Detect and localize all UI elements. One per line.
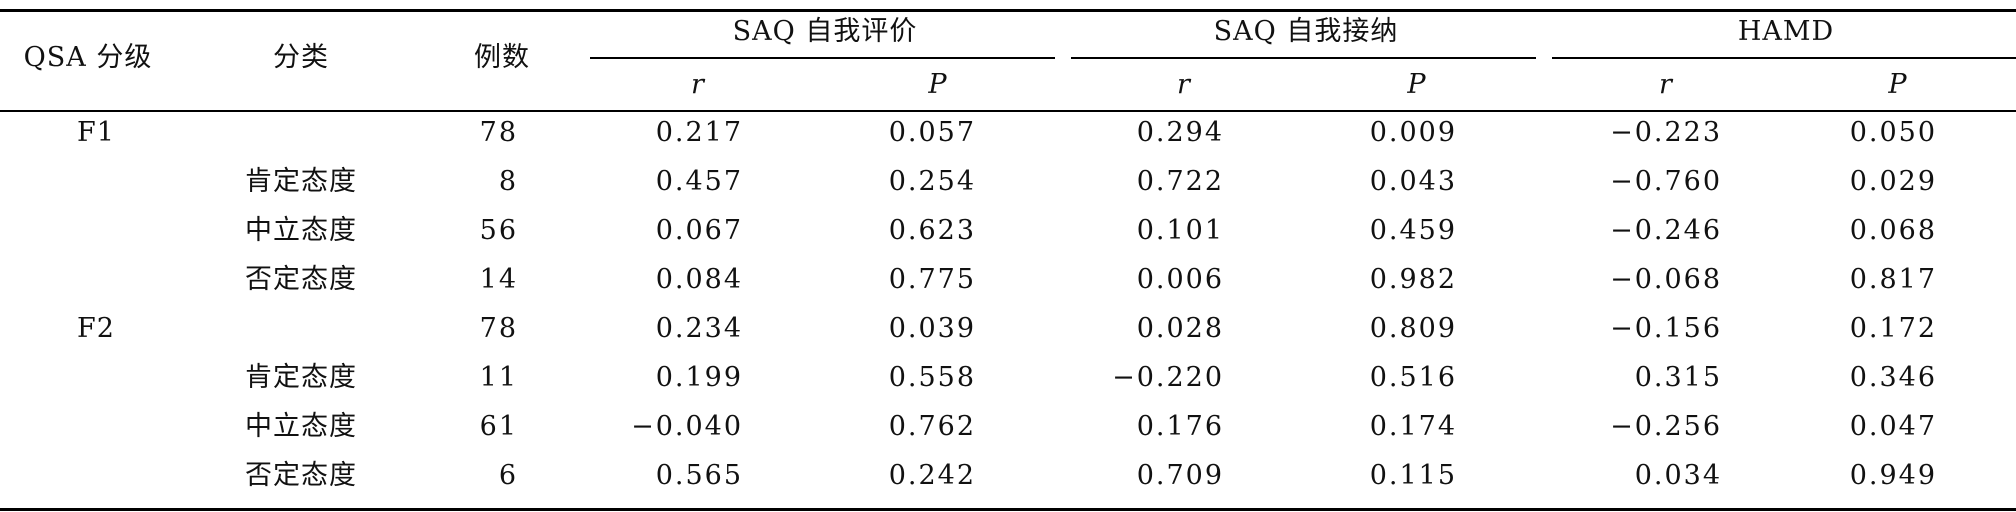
cell-count: 78: [479, 313, 518, 344]
cell-value: 0.457: [655, 166, 743, 197]
cell-value: 0.459: [1369, 215, 1457, 246]
header-class: 分类: [273, 42, 329, 73]
cell-class: 否定态度: [245, 460, 357, 491]
cell-value: −0.760: [1610, 166, 1722, 197]
subheader-p-2: P: [1407, 69, 1427, 100]
cell-count: 61: [479, 411, 518, 442]
cell-value: 0.516: [1369, 362, 1457, 393]
cell-value: 0.217: [655, 117, 743, 148]
cell-value: 0.009: [1369, 117, 1457, 148]
cell-value: 0.294: [1136, 117, 1224, 148]
cell-value: 0.809: [1369, 313, 1457, 344]
subheader-r-1: r: [691, 69, 705, 100]
cell-value: 0.034: [1634, 460, 1722, 491]
cell-grade: F2: [77, 313, 115, 344]
header-group-saq-self-acceptance: SAQ 自我接纳: [1213, 16, 1399, 47]
cell-count: 56: [479, 215, 518, 246]
cell-value: 0.254: [888, 166, 976, 197]
cell-value: 0.817: [1849, 264, 1937, 295]
cell-value: 0.762: [888, 411, 976, 442]
group-rule-saq-self-evaluation: [590, 57, 1055, 59]
cell-value: 0.623: [888, 215, 976, 246]
cell-value: 0.174: [1369, 411, 1457, 442]
cell-value: 0.068: [1849, 215, 1937, 246]
header-group-saq-self-evaluation: SAQ 自我评价: [732, 16, 918, 47]
cell-value: 0.775: [888, 264, 976, 295]
header-qsa-grade: QSA 分级: [23, 42, 153, 73]
cell-class: 中立态度: [245, 215, 357, 246]
header-group-hamd: HAMD: [1737, 16, 1835, 47]
cell-value: 0.101: [1136, 215, 1224, 246]
bottom-rule: [0, 508, 2016, 511]
cell-value: 0.057: [888, 117, 976, 148]
cell-value: 0.047: [1849, 411, 1937, 442]
cell-value: 0.115: [1369, 460, 1457, 491]
cell-value: 0.039: [888, 313, 976, 344]
subheader-p-1: P: [928, 69, 948, 100]
cell-value: 0.709: [1136, 460, 1224, 491]
cell-value: 0.346: [1849, 362, 1937, 393]
cell-value: 0.565: [655, 460, 743, 491]
cell-value: 0.006: [1136, 264, 1224, 295]
cell-value: 0.234: [655, 313, 743, 344]
subheader-r-3: r: [1659, 69, 1673, 100]
cell-value: 0.043: [1369, 166, 1457, 197]
cell-value: −0.246: [1610, 215, 1722, 246]
cell-value: 0.242: [888, 460, 976, 491]
cell-value: 0.176: [1136, 411, 1224, 442]
cell-count: 11: [479, 362, 518, 393]
cell-class: 否定态度: [245, 264, 357, 295]
cell-value: 0.028: [1136, 313, 1224, 344]
cell-class: 肯定态度: [245, 362, 357, 393]
header-count: 例数: [474, 42, 530, 73]
cell-value: 0.722: [1136, 166, 1224, 197]
cell-value: 0.982: [1369, 264, 1457, 295]
cell-count: 78: [479, 117, 518, 148]
cell-count: 6: [498, 460, 518, 491]
cell-value: 0.172: [1849, 313, 1937, 344]
cell-value: 0.050: [1849, 117, 1937, 148]
cell-value: 0.067: [655, 215, 743, 246]
cell-value: 0.199: [655, 362, 743, 393]
cell-value: −0.256: [1610, 411, 1722, 442]
cell-value: −0.223: [1610, 117, 1722, 148]
group-rule-hamd: [1552, 57, 2016, 59]
cell-value: 0.315: [1634, 362, 1722, 393]
cell-class: 肯定态度: [245, 166, 357, 197]
cell-count: 14: [479, 264, 518, 295]
top-rule: [0, 9, 2016, 12]
cell-value: 0.558: [888, 362, 976, 393]
cell-value: −0.068: [1610, 264, 1722, 295]
subheader-p-3: P: [1888, 69, 1908, 100]
cell-value: 0.084: [655, 264, 743, 295]
cell-value: −0.220: [1112, 362, 1224, 393]
cell-value: 0.029: [1849, 166, 1937, 197]
cell-grade: F1: [77, 117, 115, 148]
cell-value: 0.949: [1849, 460, 1937, 491]
header-rule: [0, 110, 2016, 112]
subheader-r-2: r: [1177, 69, 1191, 100]
cell-value: −0.040: [631, 411, 743, 442]
cell-class: 中立态度: [245, 411, 357, 442]
group-rule-saq-self-acceptance: [1071, 57, 1536, 59]
cell-count: 8: [498, 166, 518, 197]
cell-value: −0.156: [1610, 313, 1722, 344]
